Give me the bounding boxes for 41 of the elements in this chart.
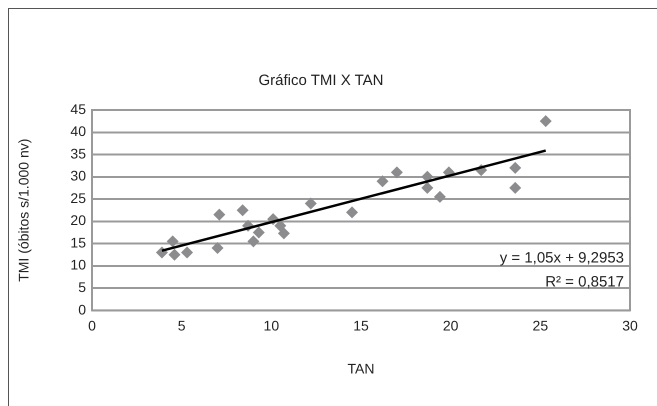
y-tick-label: 25 — [70, 190, 86, 206]
y-tick-label: 35 — [70, 145, 86, 162]
point — [166, 235, 179, 248]
point — [236, 204, 249, 216]
point — [376, 175, 389, 188]
point — [509, 182, 522, 194]
point — [274, 220, 286, 232]
x-tick-label: 30 — [622, 318, 638, 334]
point — [434, 190, 446, 203]
point — [247, 235, 260, 248]
point — [168, 248, 180, 261]
x-tick-label: 0 — [88, 318, 96, 334]
y-tick-label: 5 — [78, 278, 86, 295]
annotation: y = 1,05x + 9,2953 — [500, 250, 624, 267]
point — [252, 226, 265, 238]
y-tick-label: 30 — [70, 168, 86, 184]
point — [421, 182, 434, 194]
y-tick-label: 15 — [70, 234, 86, 250]
point — [540, 115, 552, 128]
y-tick-label: 10 — [70, 256, 86, 273]
point — [304, 198, 317, 210]
y-tick-label: 45 — [70, 100, 86, 117]
y-tick-label: 20 — [70, 212, 86, 228]
y-tick-label: 40 — [70, 123, 86, 140]
x-tick-label: 10 — [264, 318, 280, 334]
x-tick-label: 15 — [353, 318, 369, 334]
point — [390, 166, 403, 178]
point — [212, 242, 224, 254]
annotation: R² = 0,8517 — [545, 274, 624, 291]
point — [213, 208, 226, 221]
point — [181, 246, 194, 259]
chart-title: Gráfico TMI X TAN — [258, 72, 384, 90]
y-tick-label: 0 — [78, 301, 86, 318]
x-tick-label: 25 — [532, 318, 548, 334]
x-tick-label: 5 — [178, 318, 186, 334]
point — [278, 227, 290, 240]
point — [509, 162, 522, 174]
y-axis-title: TMI (óbitos s/1.000 nv) — [15, 138, 32, 282]
point — [346, 206, 358, 218]
x-axis-title: TAN — [348, 360, 374, 376]
x-tick-label: 20 — [442, 318, 459, 334]
